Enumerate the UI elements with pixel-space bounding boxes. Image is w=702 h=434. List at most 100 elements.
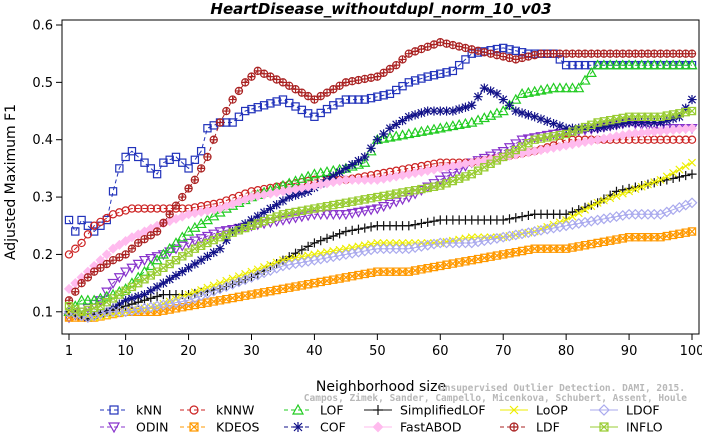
data-point <box>215 233 225 242</box>
data-point <box>656 175 665 184</box>
data-point <box>492 156 502 165</box>
data-point <box>222 230 231 240</box>
data-point <box>580 60 590 70</box>
data-point <box>643 180 652 189</box>
data-point <box>604 212 616 224</box>
data-point <box>177 267 187 277</box>
data-point <box>511 106 521 116</box>
data-point <box>165 155 174 164</box>
legend-marker <box>109 405 119 415</box>
data-point <box>536 134 546 143</box>
data-point <box>523 210 533 221</box>
data-point <box>334 229 345 239</box>
data-point <box>574 209 583 218</box>
series-LDF <box>64 38 697 305</box>
data-point <box>291 253 300 262</box>
data-point <box>416 218 427 229</box>
data-point <box>554 82 566 93</box>
data-point <box>391 119 401 130</box>
data-point <box>650 178 659 187</box>
data-point <box>209 135 218 144</box>
data-point <box>146 286 156 296</box>
data-point <box>517 108 527 118</box>
data-point <box>378 202 390 213</box>
data-point <box>138 255 151 266</box>
data-point <box>687 227 697 236</box>
data-point <box>134 204 143 213</box>
data-point <box>145 301 157 313</box>
x-axis-label: Neighborhood size <box>316 379 446 395</box>
data-point <box>385 123 395 133</box>
data-point <box>410 220 420 230</box>
data-point <box>511 46 520 56</box>
data-point <box>409 127 421 138</box>
data-point <box>77 238 86 248</box>
data-point <box>272 212 281 221</box>
data-point <box>680 59 692 70</box>
data-point <box>83 305 93 315</box>
data-point <box>479 83 489 93</box>
data-point <box>176 296 188 307</box>
data-point <box>674 172 685 182</box>
data-point <box>228 118 237 127</box>
data-point <box>366 93 376 103</box>
data-point <box>296 212 308 223</box>
data-point <box>157 248 170 259</box>
data-point <box>120 267 132 278</box>
data-point <box>190 244 200 253</box>
data-point <box>215 118 225 127</box>
data-point <box>560 220 572 232</box>
data-point <box>108 294 118 303</box>
data-point <box>686 197 698 209</box>
data-point <box>497 231 509 243</box>
data-point <box>102 298 111 307</box>
data-point <box>121 152 130 162</box>
data-point <box>617 209 629 221</box>
data-point <box>209 247 219 258</box>
legend-marker <box>107 422 121 434</box>
x-tick-label: 90 <box>621 344 638 359</box>
data-point <box>403 243 415 255</box>
data-point <box>152 267 162 276</box>
data-point <box>522 227 534 239</box>
legend-label: kNNW <box>216 403 254 418</box>
data-point <box>417 74 426 83</box>
data-point <box>134 278 143 288</box>
data-point <box>234 226 244 235</box>
data-point <box>548 119 559 129</box>
legend-label: INFLO <box>626 420 663 434</box>
legend-item-LoOP: LoOP <box>500 403 568 418</box>
data-point <box>152 227 162 236</box>
legend-marker <box>293 422 303 432</box>
data-point <box>247 72 256 81</box>
data-point <box>367 240 376 249</box>
data-point <box>291 207 300 217</box>
data-point <box>203 152 212 162</box>
data-point <box>535 224 547 236</box>
data-point <box>234 86 244 96</box>
data-point <box>390 197 402 208</box>
data-point <box>593 118 602 127</box>
data-point <box>146 164 156 173</box>
data-point <box>170 244 182 255</box>
data-point <box>687 106 697 116</box>
data-point <box>599 117 609 126</box>
data-point <box>473 166 483 175</box>
data-point <box>562 215 571 225</box>
data-point <box>278 210 288 219</box>
data-point <box>302 255 314 267</box>
data-point <box>184 248 193 257</box>
legend-label: LDOF <box>626 403 660 418</box>
data-point <box>183 263 194 273</box>
legend-marker <box>373 405 383 415</box>
legend-item-COF: COF <box>284 420 346 434</box>
x-tick-label: 80 <box>558 344 575 359</box>
data-point <box>354 242 363 251</box>
data-point <box>140 158 149 167</box>
data-point <box>592 214 604 226</box>
data-point <box>241 106 250 116</box>
data-point <box>384 131 396 142</box>
data-point <box>372 135 382 145</box>
data-point <box>71 287 80 296</box>
data-point <box>360 241 369 250</box>
